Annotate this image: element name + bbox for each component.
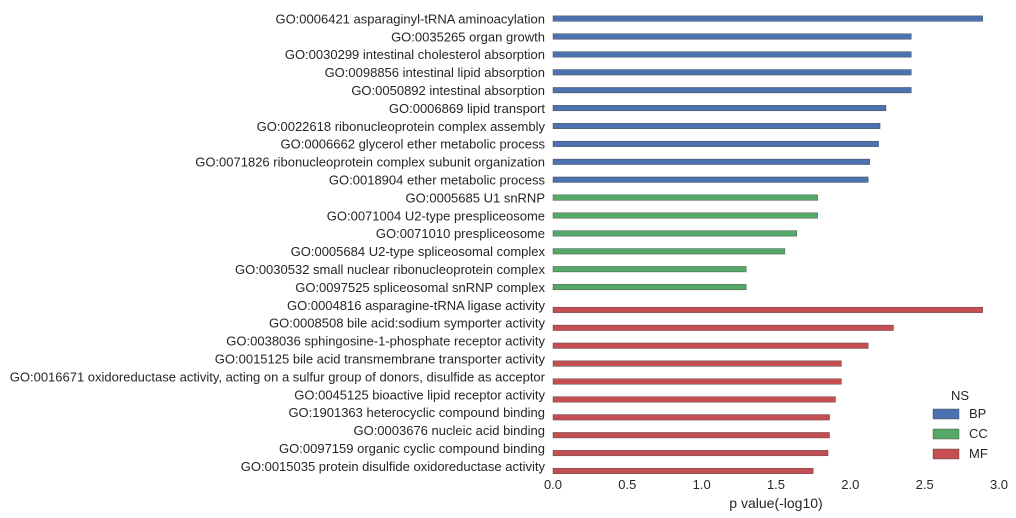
x-tick-label: 0.0 xyxy=(544,477,562,492)
bar-bp xyxy=(552,51,912,58)
legend-swatch-cc xyxy=(932,428,960,440)
category-label: GO:0016671 oxidoreductase activity, acti… xyxy=(10,369,546,384)
bar-mf xyxy=(552,432,830,439)
bar-bp xyxy=(552,87,912,94)
legend: NS BP CC MF xyxy=(932,388,988,461)
x-tick-label: 1.0 xyxy=(693,477,711,492)
bar-bp xyxy=(552,33,912,40)
legend-label: BP xyxy=(969,406,986,421)
bar-bp xyxy=(552,123,881,129)
x-tick-label: 3.0 xyxy=(990,477,1008,492)
category-label: GO:0045125 bioactive lipid receptor acti… xyxy=(294,387,545,402)
category-label: GO:0071826 ribonucleoprotein complex sub… xyxy=(195,155,545,170)
bar-bp xyxy=(552,15,983,22)
category-label: GO:0071004 U2-type prespliceosome xyxy=(327,208,545,223)
bar-bp xyxy=(552,140,879,147)
category-label: GO:0035265 organ growth xyxy=(391,29,545,44)
category-label: GO:0006662 glycerol ether metabolic proc… xyxy=(281,137,546,152)
category-label: GO:0018904 ether metabolic process xyxy=(329,173,546,188)
category-label: GO:0005684 U2-type spliceosomal complex xyxy=(291,244,546,259)
category-label: GO:0004816 asparagine-tRNA ligase activi… xyxy=(287,298,545,313)
category-label: GO:0097159 organic cyclic compound bindi… xyxy=(279,441,545,456)
x-tick-label: 0.5 xyxy=(618,477,636,492)
bar-mf xyxy=(552,324,894,331)
bar-mf xyxy=(552,306,983,313)
legend-label: CC xyxy=(969,426,988,441)
category-label: GO:0038036 sphingosine-1-phosphate recep… xyxy=(226,334,545,349)
category-label: GO:0050892 intestinal absorption xyxy=(351,83,545,98)
bar-cc xyxy=(552,230,798,237)
category-label: GO:0003676 nucleic acid binding xyxy=(353,423,545,438)
category-label: GO:0005685 U1 snRNP xyxy=(406,190,545,205)
bar-bp xyxy=(552,158,870,165)
bar-mf xyxy=(552,360,842,367)
category-label: GO:0015035 protein disulfide oxidoreduct… xyxy=(241,459,546,474)
x-axis-title: p value(-log10) xyxy=(729,495,822,511)
bar-cc xyxy=(552,212,818,219)
bar-cc xyxy=(552,248,786,255)
bar-bp xyxy=(552,176,869,183)
legend-title: NS xyxy=(951,388,969,403)
bar-mf xyxy=(552,396,836,403)
category-label: GO:0006869 lipid transport xyxy=(389,101,545,116)
category-labels: GO:0006421 asparaginyl-tRNA aminoacylati… xyxy=(10,11,546,474)
bar-cc xyxy=(552,284,747,291)
category-label: GO:0098856 intestinal lipid absorption xyxy=(325,65,545,80)
x-tick-label: 2.5 xyxy=(916,477,934,492)
bar-mf xyxy=(552,468,814,474)
x-tick-label: 2.0 xyxy=(841,477,859,492)
bar-mf xyxy=(552,378,842,385)
category-label: GO:1901363 heterocyclic compound binding xyxy=(288,405,545,420)
legend-swatch-mf xyxy=(932,448,960,460)
bar-mf xyxy=(552,342,869,349)
category-label: GO:0008508 bile acid:sodium symporter ac… xyxy=(269,316,546,331)
category-label: GO:0015125 bile acid transmembrane trans… xyxy=(215,352,546,367)
bar-bp xyxy=(552,105,887,112)
legend-swatch-bp xyxy=(932,408,960,420)
bar-mf xyxy=(552,450,829,457)
category-label: GO:0030532 small nuclear ribonucleoprote… xyxy=(235,262,546,277)
bar-cc xyxy=(552,266,747,273)
legend-label: MF xyxy=(969,446,988,461)
bars xyxy=(552,15,983,474)
category-label: GO:0097525 spliceosomal snRNP complex xyxy=(295,280,545,295)
bar-mf xyxy=(552,414,830,421)
x-axis: 0.0 0.5 1.0 1.5 2.0 2.5 3.0 xyxy=(544,477,1008,492)
category-label: GO:0030299 intestinal cholesterol absorp… xyxy=(285,47,545,62)
bar-bp xyxy=(552,69,912,76)
category-label: GO:0006421 asparaginyl-tRNA aminoacylati… xyxy=(275,11,545,26)
x-tick-label: 1.5 xyxy=(767,477,785,492)
category-label: GO:0071010 prespliceosome xyxy=(376,226,545,241)
category-label: GO:0022618 ribonucleoprotein complex ass… xyxy=(257,119,546,134)
bar-cc xyxy=(552,194,818,201)
